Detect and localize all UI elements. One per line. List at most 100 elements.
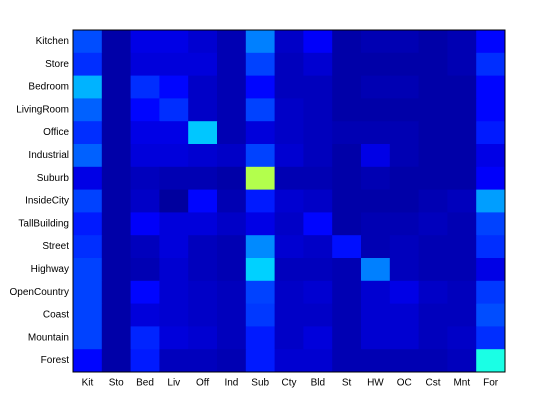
heat-cell xyxy=(73,212,103,236)
heat-cell xyxy=(245,212,276,236)
heat-cell xyxy=(418,235,448,259)
heat-cell xyxy=(101,212,132,236)
heat-cell xyxy=(274,349,304,373)
heat-cell xyxy=(101,303,132,327)
heat-cell xyxy=(303,326,333,350)
heat-cell xyxy=(217,326,247,350)
heat-cell xyxy=(418,189,448,213)
heat-cell xyxy=(361,303,391,327)
heat-cell xyxy=(389,258,420,282)
heat-cell xyxy=(73,30,103,54)
heat-cell xyxy=(418,166,448,191)
heat-cell xyxy=(217,258,247,282)
y-tick-label: Mountain xyxy=(28,332,69,343)
heat-cell xyxy=(418,144,448,168)
heat-cell xyxy=(130,212,160,236)
heat-cell xyxy=(332,30,362,54)
heat-cell xyxy=(447,349,477,373)
heat-cell xyxy=(389,75,420,99)
heat-cell xyxy=(188,235,218,259)
heat-cell xyxy=(418,258,448,282)
heat-cell xyxy=(389,212,420,236)
heat-cell xyxy=(101,75,132,99)
heat-cell xyxy=(332,212,362,236)
heat-cell xyxy=(217,303,247,327)
heat-cell xyxy=(447,189,477,213)
heat-cell xyxy=(274,212,304,236)
heat-cell xyxy=(217,280,247,305)
x-tick-label: Ind xyxy=(224,378,238,389)
heat-cell xyxy=(188,98,218,122)
heat-cell xyxy=(73,75,103,99)
x-tick-label: St xyxy=(342,378,352,389)
x-tick-label: Bld xyxy=(311,378,325,389)
heat-cell xyxy=(332,235,362,259)
heat-cell xyxy=(101,98,132,122)
heat-cell xyxy=(303,75,333,99)
heat-cell xyxy=(130,258,160,282)
heat-cell xyxy=(447,52,477,77)
heat-cell xyxy=(130,280,160,305)
heat-cell xyxy=(245,349,276,373)
x-tick-label: Off xyxy=(196,378,209,389)
heat-cell xyxy=(447,166,477,191)
heat-cell xyxy=(217,212,247,236)
heat-cell xyxy=(361,326,391,350)
x-tick-label: Liv xyxy=(167,378,180,389)
heat-cell xyxy=(332,189,362,213)
heat-cell xyxy=(101,235,132,259)
heat-cell xyxy=(101,349,132,373)
heat-cell xyxy=(245,98,276,122)
heat-cell xyxy=(303,144,333,168)
y-tick-label: OpenCountry xyxy=(10,287,69,298)
heat-cell xyxy=(476,303,506,327)
heat-cell xyxy=(245,166,276,191)
heat-cell xyxy=(130,30,160,54)
heat-cell xyxy=(274,75,304,99)
x-tick-label: Sub xyxy=(251,378,269,389)
heat-cell xyxy=(476,166,506,191)
heat-cell xyxy=(188,326,218,350)
heat-cell xyxy=(303,212,333,236)
heat-cell xyxy=(73,303,103,327)
x-tick-label: Mnt xyxy=(453,378,470,389)
heat-cell xyxy=(245,303,276,327)
heat-cell xyxy=(476,75,506,99)
heat-cell xyxy=(361,30,391,54)
heat-cell xyxy=(303,166,333,191)
heat-cell xyxy=(476,52,506,77)
heat-cell xyxy=(159,144,189,168)
heat-cell xyxy=(159,98,189,122)
heat-cell xyxy=(73,326,103,350)
heat-cell xyxy=(447,235,477,259)
heat-cell xyxy=(418,30,448,54)
heat-cell xyxy=(447,303,477,327)
heat-cell xyxy=(188,121,218,145)
heat-cell xyxy=(159,189,189,213)
y-tick-label: Forest xyxy=(41,355,70,366)
heat-cell xyxy=(447,121,477,145)
heat-cell xyxy=(361,144,391,168)
heat-cell xyxy=(217,166,247,191)
heat-cell xyxy=(361,75,391,99)
heat-cell xyxy=(101,326,132,350)
heat-cell xyxy=(101,30,132,54)
heat-cell xyxy=(389,326,420,350)
heat-cell xyxy=(303,280,333,305)
heat-cell xyxy=(389,52,420,77)
heat-cell xyxy=(418,326,448,350)
heat-cell xyxy=(188,30,218,54)
heat-cell xyxy=(73,98,103,122)
heat-cell xyxy=(245,235,276,259)
heat-cell xyxy=(389,303,420,327)
x-tick-label: Kit xyxy=(82,378,94,389)
heat-cell xyxy=(447,98,477,122)
heat-cell xyxy=(476,349,506,373)
heat-cell xyxy=(303,98,333,122)
heat-cell xyxy=(274,98,304,122)
heat-cell xyxy=(303,30,333,54)
heat-cell xyxy=(274,280,304,305)
heat-cell xyxy=(101,121,132,145)
heat-cell xyxy=(303,303,333,327)
heat-cell xyxy=(274,189,304,213)
